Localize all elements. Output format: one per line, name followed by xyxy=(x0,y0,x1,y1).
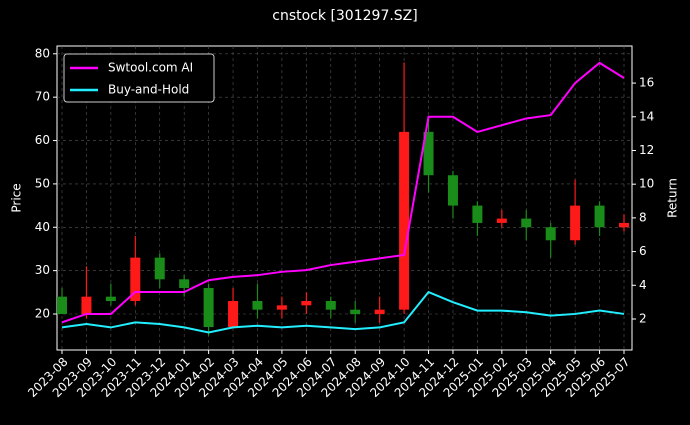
candle-body xyxy=(521,218,532,228)
candle-body xyxy=(203,287,214,328)
candle-body xyxy=(81,296,92,315)
candle-body xyxy=(374,309,385,315)
y-tick-label: 70 xyxy=(35,90,50,104)
candle-body xyxy=(496,218,507,223)
y2-tick-label: 2 xyxy=(639,311,647,325)
candle-body xyxy=(472,205,483,223)
chart-title: cnstock [301297.SZ] xyxy=(272,8,417,24)
candle-body xyxy=(57,296,67,315)
candle-body xyxy=(619,222,629,228)
candle-body xyxy=(399,131,410,310)
candle-body xyxy=(325,300,336,310)
candle-body xyxy=(594,205,605,228)
candle-body xyxy=(276,305,287,310)
y2-tick-label: 6 xyxy=(639,244,647,258)
y-tick-label: 30 xyxy=(35,263,50,277)
legend-label: Buy-and-Hold xyxy=(108,83,189,97)
candle-body xyxy=(179,279,190,288)
candle-body xyxy=(447,175,458,206)
y2-tick-label: 8 xyxy=(639,210,647,224)
candle-body xyxy=(423,131,434,176)
y2-tick-label: 12 xyxy=(639,143,654,157)
y2-tick-label: 14 xyxy=(639,109,654,123)
candle-body xyxy=(350,309,361,315)
candle-body xyxy=(545,227,556,241)
y2-tick-label: 10 xyxy=(639,177,654,191)
y2-axis-label: Return xyxy=(666,178,680,218)
return-line xyxy=(61,290,625,334)
y-tick-label: 80 xyxy=(35,46,50,60)
y-tick-label: 60 xyxy=(35,133,50,147)
legend-box xyxy=(63,53,215,103)
plot-frame xyxy=(56,45,633,351)
y2-tick-label: 4 xyxy=(639,278,647,292)
candle-body xyxy=(570,205,581,241)
y2-tick-label: 16 xyxy=(639,76,654,90)
legend-label: Swtool.com AI xyxy=(108,61,193,75)
return-line xyxy=(61,61,625,324)
y-tick-label: 20 xyxy=(35,307,50,321)
y-tick-label: 50 xyxy=(35,176,50,190)
candle-body xyxy=(154,257,165,280)
candle-body xyxy=(130,257,141,301)
y-axis-label: Price xyxy=(10,183,24,212)
candle-body xyxy=(252,300,263,310)
candle-body xyxy=(105,296,116,301)
candle-body xyxy=(301,300,312,306)
y-tick-label: 40 xyxy=(35,220,50,234)
candle-body xyxy=(228,300,239,328)
